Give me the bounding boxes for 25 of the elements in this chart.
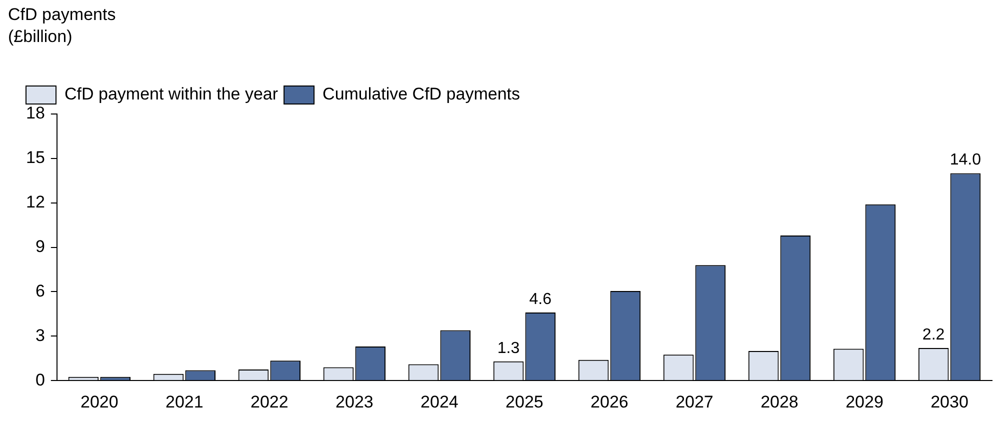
y-tick-label: 0 (35, 370, 45, 390)
x-tick-label: 2023 (336, 392, 374, 412)
x-tick-label: 2027 (676, 392, 714, 412)
y-tick-label: 3 (35, 326, 45, 345)
x-tick-label: 2020 (80, 392, 118, 412)
x-tick-label: 2024 (420, 392, 458, 412)
data-label: 14.0 (950, 152, 982, 169)
legend-label: Cumulative CfD payments (322, 84, 520, 104)
data-label: 4.6 (529, 290, 552, 308)
legend-label: CfD payment within the year (64, 84, 278, 104)
y-tick-label: 12 (26, 192, 45, 212)
y-axis-title: CfD payments (£billion) (8, 4, 117, 48)
data-label: 1.3 (497, 340, 520, 357)
y-tick-label: 18 (26, 104, 45, 123)
x-tick-label: 2029 (846, 392, 884, 412)
x-tick-label: 2025 (506, 392, 544, 412)
x-tick-label: 2021 (166, 392, 204, 412)
x-tick-label: 2022 (250, 392, 288, 412)
y-tick-label: 6 (35, 281, 45, 300)
x-tick-label: 2028 (760, 392, 798, 412)
y-tick-label: 15 (26, 148, 45, 168)
y-tick-label: 9 (35, 236, 45, 256)
data-label: 2.2 (922, 326, 945, 344)
x-tick-label: 2026 (590, 392, 628, 412)
x-tick-label: 2030 (930, 392, 968, 412)
